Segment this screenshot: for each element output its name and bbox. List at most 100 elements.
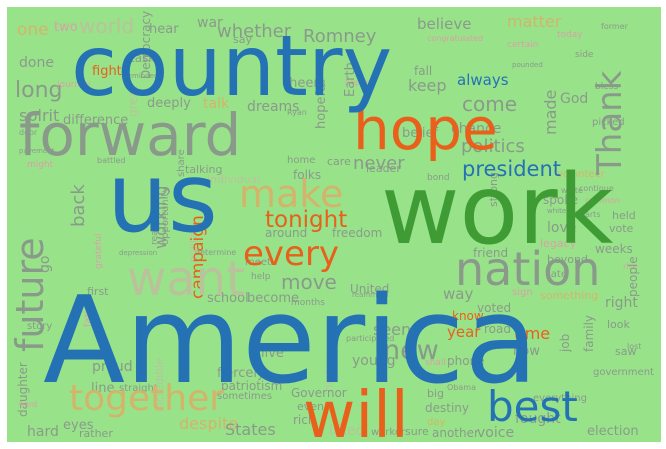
word-romney: Romney (303, 26, 377, 47)
word-lost: lost (627, 342, 641, 351)
word-thank: Thank (590, 70, 630, 176)
word-worker: worker (371, 427, 406, 438)
word-door: door (19, 128, 38, 137)
word-hearts: hearts (575, 210, 601, 219)
word-job: job (558, 334, 572, 353)
word-politics: politics (461, 136, 525, 157)
word-common: common (585, 196, 620, 205)
word-year: year (447, 323, 481, 341)
word-task: task (130, 51, 155, 65)
word-family: family (582, 315, 596, 352)
word-folks: folks (293, 168, 321, 182)
word-fought: fought (515, 411, 561, 427)
word-spirit: spirit (19, 106, 59, 125)
word-despite: despite (179, 414, 238, 433)
word-matter: matter (507, 12, 562, 31)
word-belief: belief (402, 126, 438, 141)
word-late: late (548, 269, 567, 280)
word-rich: rich (293, 413, 315, 427)
word-opportunity: opportunity (160, 187, 171, 245)
word-young: young (352, 353, 395, 369)
word-destiny: destiny (425, 401, 469, 415)
word-god: God (560, 91, 588, 107)
word-fight: fight (92, 64, 122, 79)
word-battled: battled (97, 156, 125, 165)
word-best: best (487, 382, 578, 431)
word-hard2: hard (19, 400, 37, 409)
word-world: world (79, 14, 134, 38)
word-cloud-svg: one two world hear war say done task Dem… (8, 11, 654, 442)
word-love: love (547, 220, 576, 236)
word-future: future (8, 237, 52, 352)
word-talking: talking (185, 163, 223, 176)
word-every: every (243, 234, 339, 274)
word-back: back (68, 184, 89, 227)
word-new: new (383, 335, 439, 366)
word-right: right (605, 295, 638, 311)
word-look: look (607, 318, 631, 331)
word-first: first (87, 285, 109, 298)
word-today: today (557, 30, 583, 40)
word-hopes: hopes (345, 78, 369, 87)
word-pavement: pavement (19, 147, 55, 155)
word-work: work (381, 154, 614, 266)
word-white: white (561, 186, 583, 195)
word-long: long (15, 78, 62, 103)
word-never: never (353, 153, 405, 174)
word-will: will (303, 379, 409, 442)
word-nation: nation (455, 242, 600, 296)
word-continue: continue (579, 184, 614, 193)
word-history: history (322, 351, 336, 392)
word-participated: participated (346, 334, 394, 343)
word-become: become (247, 291, 299, 306)
word-democracy: Democracy (139, 11, 153, 79)
word-states: States (225, 420, 276, 439)
word-proud: proud (92, 359, 133, 375)
word-made: made (541, 90, 560, 135)
word-forward: forward (19, 101, 241, 169)
word-talk: talk (203, 96, 230, 112)
word-picked: picked (592, 117, 625, 128)
word-school: school (207, 291, 249, 306)
word-reaching: reaching (150, 206, 160, 245)
word-believe: believe (417, 15, 471, 33)
word-pounded: pounded (512, 61, 543, 69)
word-president: president (462, 157, 561, 181)
word-tonight: tonight (265, 207, 347, 233)
word-war: war (197, 15, 223, 31)
word-fiercely: fiercely (217, 366, 265, 381)
word-rather: rather (79, 427, 113, 440)
word-hopeful: hopeful (314, 80, 329, 129)
word-way: way (443, 285, 473, 303)
word-held: held (612, 209, 636, 222)
word-phone: phone (447, 354, 485, 368)
word-great: great (126, 85, 140, 117)
word-military: military (187, 221, 200, 263)
word-straight: straight (119, 383, 158, 394)
word-congratulated: congratulated (427, 34, 483, 43)
word-time: time (514, 324, 550, 343)
word-shall: shall (425, 358, 446, 368)
word-whether: whether (217, 21, 292, 42)
word-eyes: eyes (63, 418, 94, 433)
word-freedom: freedom (332, 226, 382, 240)
word-voice: voice (477, 425, 514, 441)
word-make: make (239, 172, 343, 216)
word-know: know (452, 309, 484, 323)
word-months: months (291, 298, 325, 308)
word-fall: fall (414, 64, 432, 78)
word-cloud: one two world hear war say done task Dem… (7, 7, 661, 442)
word-lifted: lifted (329, 423, 364, 439)
word-reaffirmed: reaffirmed (352, 291, 388, 299)
word-side: side (575, 50, 594, 60)
word-vote: vote (609, 222, 634, 235)
word-legacy: legacy (540, 237, 577, 250)
word-depression: depression (119, 249, 157, 257)
word-might: might (27, 160, 54, 170)
word-white2: white (547, 207, 566, 215)
word-difference: difference (63, 113, 128, 128)
word-bless: bless (595, 82, 618, 92)
word-another: another (432, 426, 479, 440)
word-cheers: cheers (282, 76, 326, 91)
word-hard: hard (27, 424, 59, 440)
